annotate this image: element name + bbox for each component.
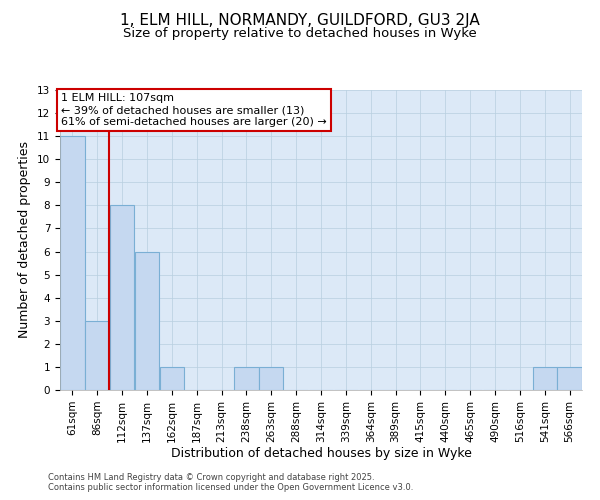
- Bar: [234, 367, 259, 390]
- Bar: [160, 367, 184, 390]
- X-axis label: Distribution of detached houses by size in Wyke: Distribution of detached houses by size …: [170, 448, 472, 460]
- Bar: [110, 206, 134, 390]
- Bar: [135, 252, 159, 390]
- Bar: [259, 367, 283, 390]
- Text: Contains public sector information licensed under the Open Government Licence v3: Contains public sector information licen…: [48, 484, 413, 492]
- Bar: [60, 136, 85, 390]
- Text: 1, ELM HILL, NORMANDY, GUILDFORD, GU3 2JA: 1, ELM HILL, NORMANDY, GUILDFORD, GU3 2J…: [120, 12, 480, 28]
- Bar: [533, 367, 557, 390]
- Text: Size of property relative to detached houses in Wyke: Size of property relative to detached ho…: [123, 28, 477, 40]
- Text: Contains HM Land Registry data © Crown copyright and database right 2025.: Contains HM Land Registry data © Crown c…: [48, 474, 374, 482]
- Text: 1 ELM HILL: 107sqm
← 39% of detached houses are smaller (13)
61% of semi-detache: 1 ELM HILL: 107sqm ← 39% of detached hou…: [61, 94, 327, 126]
- Bar: [85, 321, 109, 390]
- Y-axis label: Number of detached properties: Number of detached properties: [19, 142, 31, 338]
- Bar: [557, 367, 582, 390]
